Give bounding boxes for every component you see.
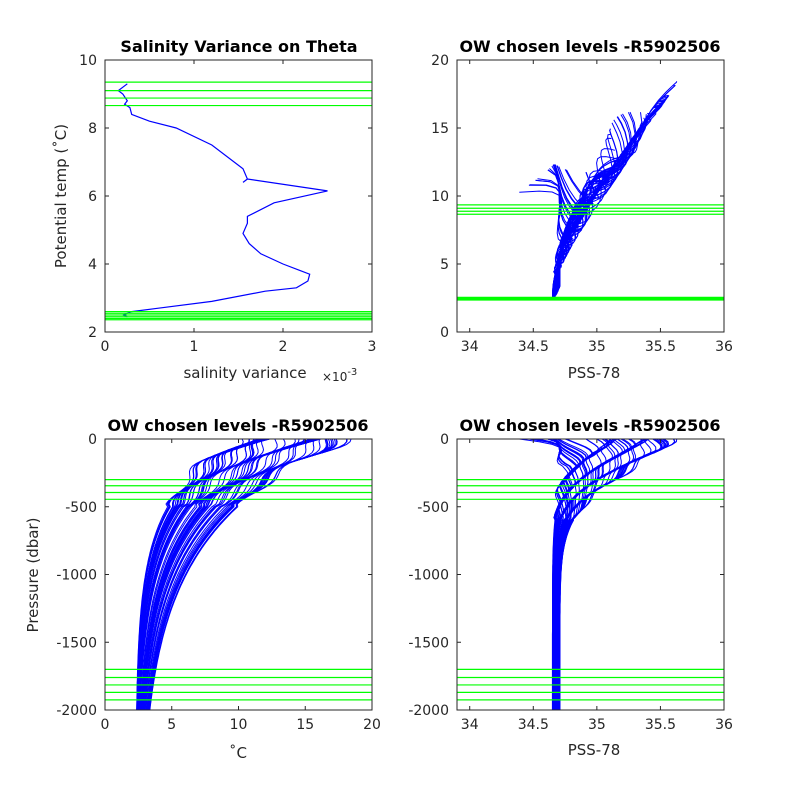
profile-line — [148, 439, 336, 710]
panel-title: Salinity Variance on Theta — [120, 37, 357, 56]
profile-line — [144, 439, 317, 710]
x-tick-label: 10 — [230, 717, 248, 733]
plot-area — [456, 59, 725, 333]
x-tick-label: 34.5 — [518, 717, 549, 733]
x-exponent-power: -3 — [347, 367, 357, 378]
plot-area — [104, 438, 373, 711]
y-tick-label: -500 — [65, 500, 97, 516]
series-line — [117, 83, 328, 318]
profile-line — [149, 439, 352, 710]
y-tick-label: 0 — [440, 325, 449, 341]
y-tick-label: -500 — [417, 500, 449, 516]
y-tick-label: 2 — [88, 325, 97, 341]
x-tick-labels: 34 34.5 35 35.5 36 — [461, 339, 733, 355]
plot-content — [105, 81, 372, 321]
y-tick-label: -1500 — [408, 635, 449, 651]
x-tick-labels: 0 1 2 3 — [101, 339, 377, 355]
y-tick-label: 5 — [440, 257, 449, 273]
plot-content — [105, 439, 372, 710]
x-axis-exponent: ×10-3 — [322, 367, 357, 384]
y-tick-label: 20 — [431, 53, 449, 69]
panel-theta-salinity: OW chosen levels -R5902506 34 34.5 35 35.5 3… — [431, 37, 733, 382]
x-tick-labels: 0 5 10 15 20 — [101, 717, 381, 733]
profile-line — [146, 439, 312, 710]
x-tick-label: 2 — [279, 339, 288, 355]
profile-line — [553, 439, 582, 710]
y-tick-label: -1000 — [56, 568, 97, 584]
panel-salinity-pressure: OW chosen levels -R5902506 34 34.5 35 35.5 3… — [408, 416, 733, 759]
panel-title: OW chosen levels -R5902506 — [459, 37, 720, 56]
x-tick-label: 15 — [296, 717, 314, 733]
y-tick-label: -2000 — [408, 703, 449, 719]
x-tick-label: 35.5 — [645, 339, 676, 355]
y-axis-label: Pressure (dbar) — [24, 518, 42, 633]
y-tick-labels: 0 5 10 15 20 — [431, 53, 449, 341]
x-axis-label: PSS-78 — [568, 364, 621, 382]
x-axis-label: PSS-78 — [568, 741, 621, 759]
x-tick-label: 5 — [167, 717, 176, 733]
profile-line — [559, 439, 668, 710]
panel-title: OW chosen levels -R5902506 — [459, 416, 720, 435]
profile-line — [140, 439, 296, 710]
y-tick-label: -2000 — [56, 703, 97, 719]
x-tick-label: 36 — [715, 339, 733, 355]
panel-title: OW chosen levels -R5902506 — [107, 416, 368, 435]
y-tick-label: 6 — [88, 189, 97, 205]
profile-line — [147, 439, 321, 710]
y-tick-label: 0 — [88, 432, 97, 448]
x-exponent-base: ×10 — [322, 370, 347, 384]
profile-line — [146, 439, 316, 710]
y-tick-label: 10 — [431, 189, 449, 205]
profile-line — [555, 439, 618, 710]
x-tick-label: 34 — [461, 717, 479, 733]
profile-line — [554, 439, 610, 710]
y-tick-label: 8 — [88, 121, 97, 137]
profile-line — [137, 439, 270, 710]
plot-content — [457, 81, 724, 301]
profile-line — [139, 439, 260, 710]
y-tick-label: -1000 — [408, 568, 449, 584]
y-tick-labels: -2000 -1500 -1000 -500 0 — [56, 432, 97, 719]
x-tick-label: 35 — [588, 717, 606, 733]
x-tick-label: 34 — [461, 339, 479, 355]
y-tick-labels: -2000 -1500 -1000 -500 0 — [408, 432, 449, 719]
x-tick-label: 3 — [368, 339, 377, 355]
panel-temperature-pressure: OW chosen levels -R5902506 0 5 10 15 20 -200… — [24, 416, 381, 762]
plot-area — [104, 59, 373, 333]
profile-line — [147, 439, 331, 710]
x-tick-label: 0 — [101, 717, 110, 733]
profile-line — [140, 439, 286, 710]
x-tick-label: 1 — [190, 339, 199, 355]
profile-line — [139, 439, 265, 710]
y-tick-label: 4 — [88, 257, 97, 273]
profile-line — [145, 439, 311, 710]
profile-line — [138, 439, 265, 710]
x-tick-label: 35 — [588, 339, 606, 355]
y-tick-label: 0 — [440, 432, 449, 448]
profile-line — [142, 439, 321, 710]
x-tick-label: 34.5 — [518, 339, 549, 355]
y-tick-label: 15 — [431, 121, 449, 137]
x-tick-label: 35.5 — [645, 717, 676, 733]
panel-salinity-variance: Salinity Variance on Theta 0 1 2 3 2 4 6 8 10 s… — [52, 37, 376, 384]
y-axis-label: Potential temp (˚C) — [52, 124, 70, 268]
x-tick-label: 20 — [363, 717, 381, 733]
plot-content — [457, 439, 724, 710]
y-tick-label: -1500 — [56, 635, 97, 651]
profile-line — [556, 439, 623, 710]
profile-line — [140, 439, 278, 710]
x-tick-label: 0 — [101, 339, 110, 355]
x-axis-label: ˚C — [229, 744, 247, 762]
y-tick-label: 10 — [79, 53, 97, 69]
x-tick-label: 36 — [715, 717, 733, 733]
plot-area — [456, 438, 725, 711]
y-tick-labels: 2 4 6 8 10 — [79, 53, 97, 341]
profile-line — [141, 439, 311, 710]
x-tick-labels: 34 34.5 35 35.5 36 — [461, 717, 733, 733]
x-axis-label: salinity variance — [183, 364, 306, 382]
profile-line — [555, 156, 618, 296]
